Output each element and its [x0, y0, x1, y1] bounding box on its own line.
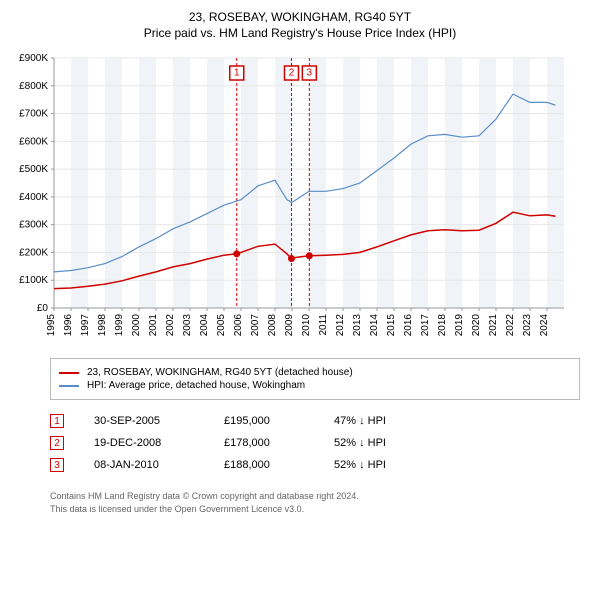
y-tick-label: £300K	[19, 220, 48, 231]
y-tick-label: £800K	[19, 81, 48, 92]
x-tick-label: 2013	[352, 314, 363, 337]
x-tick-label: 2005	[216, 314, 227, 337]
y-tick-label: £900K	[19, 53, 48, 64]
sale-dot	[306, 252, 313, 259]
legend-label: HPI: Average price, detached house, Woki…	[87, 380, 305, 391]
year-band	[309, 58, 326, 308]
x-tick-label: 2004	[199, 314, 210, 337]
y-tick-label: £0	[37, 303, 49, 314]
sale-row-date: 08-JAN-2010	[94, 459, 194, 471]
legend-swatch	[59, 372, 79, 374]
x-tick-label: 2024	[539, 314, 550, 337]
x-tick-label: 2022	[505, 314, 516, 337]
x-tick-label: 2016	[403, 314, 414, 337]
sale-marker-num: 3	[307, 68, 313, 79]
y-tick-label: £100K	[19, 275, 48, 286]
x-tick-label: 2001	[148, 314, 159, 337]
sale-row-price: £188,000	[224, 459, 304, 471]
x-tick-label: 2008	[267, 314, 278, 337]
x-tick-label: 1996	[63, 314, 74, 337]
x-tick-label: 1997	[80, 314, 91, 337]
footer-line1: Contains HM Land Registry data © Crown c…	[50, 490, 580, 503]
sale-marker-num: 2	[289, 68, 295, 79]
x-tick-label: 2018	[437, 314, 448, 337]
sale-row-date: 19-DEC-2008	[94, 437, 194, 449]
x-tick-label: 2021	[488, 314, 499, 337]
x-tick-label: 2017	[420, 314, 431, 337]
x-tick-label: 2010	[301, 314, 312, 337]
y-tick-label: £400K	[19, 192, 48, 203]
x-tick-label: 1999	[114, 314, 125, 337]
sales-row: 2 19-DEC-2008 £178,000 52% ↓ HPI	[50, 432, 580, 454]
sales-row: 1 30-SEP-2005 £195,000 47% ↓ HPI	[50, 410, 580, 432]
sales-table: 1 30-SEP-2005 £195,000 47% ↓ HPI 2 19-DEC-200…	[50, 410, 580, 476]
legend-item: 23, ROSEBAY, WOKINGHAM, RG40 5YT (detach…	[59, 367, 571, 378]
legend: 23, ROSEBAY, WOKINGHAM, RG40 5YT (detach…	[50, 358, 580, 400]
year-band	[445, 58, 462, 308]
sale-row-marker: 2	[50, 436, 64, 450]
y-tick-label: £500K	[19, 164, 48, 175]
year-band	[343, 58, 360, 308]
year-band	[377, 58, 394, 308]
x-tick-label: 2023	[522, 314, 533, 337]
page-subtitle: Price paid vs. HM Land Registry's House …	[10, 26, 590, 40]
year-band	[139, 58, 156, 308]
sale-marker-num: 1	[234, 68, 240, 79]
footer: Contains HM Land Registry data © Crown c…	[50, 490, 580, 515]
sale-row-price: £178,000	[224, 437, 304, 449]
x-tick-label: 2003	[182, 314, 193, 337]
sale-dot	[233, 250, 240, 257]
chart-container: 23, ROSEBAY, WOKINGHAM, RG40 5YT Price p…	[0, 0, 600, 525]
sale-row-marker: 3	[50, 458, 64, 472]
sale-row-marker: 1	[50, 414, 64, 428]
legend-label: 23, ROSEBAY, WOKINGHAM, RG40 5YT (detach…	[87, 367, 353, 378]
y-tick-label: £600K	[19, 136, 48, 147]
year-band	[105, 58, 122, 308]
year-band	[275, 58, 292, 308]
sales-row: 3 08-JAN-2010 £188,000 52% ↓ HPI	[50, 454, 580, 476]
year-band	[479, 58, 496, 308]
sale-row-hpi: 52% ↓ HPI	[334, 437, 424, 449]
x-tick-label: 1998	[97, 314, 108, 337]
x-tick-label: 2002	[165, 314, 176, 337]
x-tick-label: 2015	[386, 314, 397, 337]
year-band	[411, 58, 428, 308]
year-band	[547, 58, 564, 308]
chart: £0 £100K £200K £300K £400K £500K £600K £700K £80…	[10, 48, 590, 348]
x-tick-label: 2009	[284, 314, 295, 337]
legend-item: HPI: Average price, detached house, Woki…	[59, 380, 571, 391]
x-tick-label: 2006	[233, 314, 244, 337]
x-tick-label: 2020	[471, 314, 482, 337]
year-band	[241, 58, 258, 308]
x-tick-label: 1995	[46, 314, 57, 337]
x-tick-label: 2019	[454, 314, 465, 337]
x-tick-label: 2012	[335, 314, 346, 337]
year-band	[207, 58, 224, 308]
chart-svg: £0 £100K £200K £300K £400K £500K £600K £700K £80…	[10, 48, 570, 348]
page-title: 23, ROSEBAY, WOKINGHAM, RG40 5YT	[10, 10, 590, 24]
y-tick-label: £200K	[19, 247, 48, 258]
x-tick-label: 2007	[250, 314, 261, 337]
sale-row-date: 30-SEP-2005	[94, 415, 194, 427]
sale-row-hpi: 52% ↓ HPI	[334, 459, 424, 471]
sale-row-hpi: 47% ↓ HPI	[334, 415, 424, 427]
legend-swatch	[59, 385, 79, 387]
x-tick-label: 2014	[369, 314, 380, 337]
footer-line2: This data is licensed under the Open Gov…	[50, 503, 580, 516]
y-tick-label: £700K	[19, 109, 48, 120]
year-band	[173, 58, 190, 308]
x-tick-label: 2000	[131, 314, 142, 337]
sale-row-price: £195,000	[224, 415, 304, 427]
x-tick-label: 2011	[318, 314, 329, 336]
sale-dot	[288, 255, 295, 262]
